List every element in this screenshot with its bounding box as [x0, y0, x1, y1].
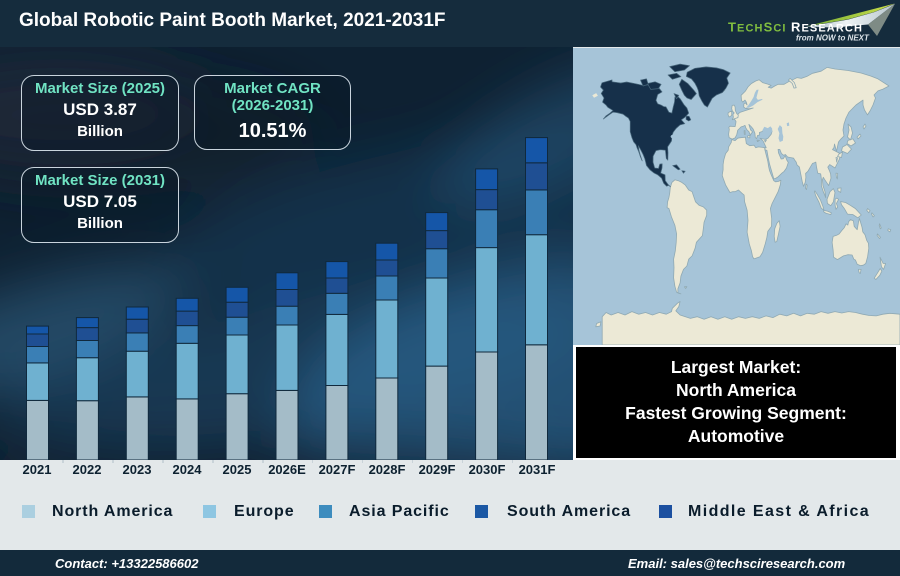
- svg-text:from NOW to NEXT: from NOW to NEXT: [796, 34, 870, 43]
- svg-text:TECHSCI: TECHSCI: [728, 20, 787, 35]
- svg-text:RESEARCH: RESEARCH: [791, 20, 863, 35]
